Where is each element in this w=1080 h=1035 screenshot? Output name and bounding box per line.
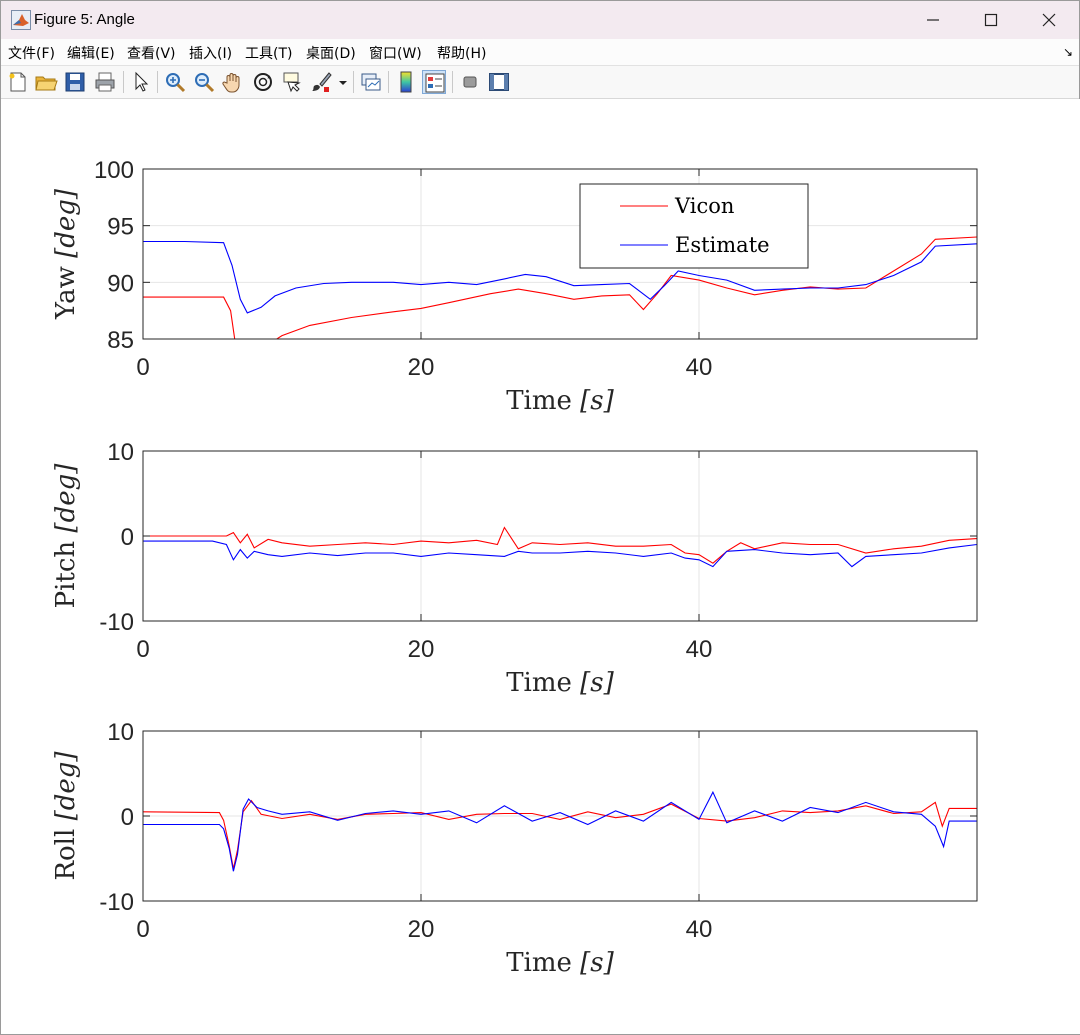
pan-hand-icon[interactable] <box>221 70 245 94</box>
yaw-axes[interactable]: 0 20 40 85 90 95 100 Time [s] Yaw [deg] Vicon Esti… <box>51 157 978 416</box>
menu-edit[interactable]: 编辑(E) <box>67 46 115 62</box>
yaw-y-tick-label: 95 <box>107 214 134 241</box>
menu-file[interactable]: 文件(F) <box>8 46 55 62</box>
toolbar-separator <box>452 71 453 93</box>
yaw-legend[interactable]: Vicon Estimate <box>579 183 809 269</box>
yaw-x-axis-label: Time [s] <box>506 386 614 416</box>
maximize-icon <box>984 13 998 27</box>
pitch-vicon-line <box>143 526 977 564</box>
toolbar-separator <box>353 71 354 93</box>
brush-dropdown-icon[interactable] <box>337 70 349 94</box>
open-file-icon[interactable] <box>34 70 58 94</box>
yaw-y-axis-label: Yaw [deg] <box>51 188 81 320</box>
rotate-3d-icon[interactable] <box>251 70 275 94</box>
zoom-out-icon[interactable] <box>192 70 216 94</box>
roll-y-axis-label: Roll [deg] <box>51 751 81 881</box>
toolbar-separator <box>123 71 124 93</box>
title-bar[interactable]: Figure 5: Angle <box>1 1 1079 39</box>
menu-tools[interactable]: 工具(T) <box>245 46 293 62</box>
pitch-x-axis-label: Time [s] <box>506 668 614 698</box>
toolbar-separator <box>157 71 158 93</box>
close-button[interactable] <box>1020 1 1078 39</box>
yaw-x-tick-label: 40 <box>686 354 713 381</box>
save-icon[interactable] <box>63 70 87 94</box>
menu-insert[interactable]: 插入(I) <box>189 46 233 62</box>
show-plot-tools-icon[interactable] <box>487 70 511 94</box>
pitch-y-tick-label: -10 <box>99 609 134 636</box>
figure-canvas[interactable]: 0 20 40 85 90 95 100 Time [s] Yaw [deg] Vicon Esti… <box>2 99 1080 1034</box>
menu-view[interactable]: 查看(V) <box>127 46 176 62</box>
pitch-x-tick-label: 40 <box>686 636 713 663</box>
pitch-y-tick-label: 0 <box>121 524 134 551</box>
hide-plot-tools-icon[interactable] <box>458 70 482 94</box>
legend-label-estimate: Estimate <box>675 233 770 257</box>
roll-x-axis-label: Time [s] <box>506 948 614 978</box>
legend-icon[interactable] <box>422 70 446 94</box>
legend-label-vicon: Vicon <box>674 194 734 218</box>
window-title: Figure 5: Angle <box>34 11 135 28</box>
legend-box <box>579 183 809 269</box>
roll-y-tick-label: -10 <box>99 889 134 916</box>
pitch-y-axis-label: Pitch [deg] <box>51 463 81 609</box>
new-figure-icon[interactable] <box>6 70 30 94</box>
dock-arrow-icon[interactable]: ↘ <box>1062 45 1073 59</box>
yaw-y-tick-label: 90 <box>107 270 134 297</box>
data-cursor-icon[interactable] <box>280 70 304 94</box>
menu-help[interactable]: 帮助(H) <box>437 46 487 62</box>
yaw-y-tick-label: 100 <box>94 157 134 184</box>
yaw-x-tick-label: 0 <box>136 354 149 381</box>
menu-window[interactable]: 窗口(W) <box>369 46 422 62</box>
roll-x-tick-label: 0 <box>136 916 149 943</box>
menu-desktop[interactable]: 桌面(D) <box>306 46 356 62</box>
pitch-x-tick-label: 20 <box>408 636 435 663</box>
pointer-icon[interactable] <box>129 70 153 94</box>
yaw-x-tick-label: 20 <box>408 354 435 381</box>
figure-toolbar <box>1 65 1079 99</box>
pitch-estimate-line <box>143 540 977 568</box>
brush-icon[interactable] <box>309 70 333 94</box>
roll-x-tick-label: 40 <box>686 916 713 943</box>
yaw-estimate-line <box>143 240 977 314</box>
menu-bar: 文件(F) 编辑(E) 查看(V) 插入(I) 工具(T) 桌面(D) 窗口(W… <box>1 39 1079 65</box>
yaw-axes-box <box>142 168 978 340</box>
close-icon <box>1042 13 1056 27</box>
colorbar-icon[interactable] <box>394 70 418 94</box>
matlab-icon <box>11 10 31 30</box>
roll-x-tick-label: 20 <box>408 916 435 943</box>
roll-estimate-line <box>143 790 977 872</box>
zoom-in-icon[interactable] <box>163 70 187 94</box>
print-icon[interactable] <box>93 70 117 94</box>
yaw-y-tick-label: 85 <box>107 327 134 354</box>
pitch-y-tick-label: 10 <box>107 439 134 466</box>
link-plot-icon[interactable] <box>359 70 383 94</box>
maximize-button[interactable] <box>962 1 1020 39</box>
roll-y-tick-label: 10 <box>107 719 134 746</box>
yaw-plot-area <box>143 169 977 339</box>
minimize-button[interactable] <box>904 1 962 39</box>
toolbar-separator <box>388 71 389 93</box>
pitch-x-tick-label: 0 <box>136 636 149 663</box>
roll-y-tick-label: 0 <box>121 804 134 831</box>
minimize-icon <box>927 19 939 21</box>
